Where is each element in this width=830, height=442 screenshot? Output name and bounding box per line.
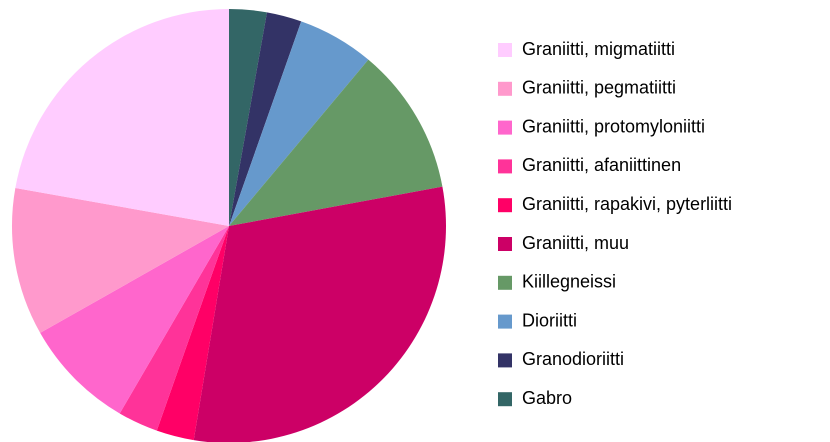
pie-slice — [11, 188, 229, 333]
pie-slice — [229, 59, 443, 226]
pie-slice — [229, 21, 369, 227]
legend-label: Granodioriitti — [522, 349, 624, 369]
pie-slice — [119, 226, 229, 431]
legend-swatch — [498, 81, 512, 96]
pie-slice — [15, 9, 230, 226]
legend-swatch — [498, 275, 512, 290]
legend-swatch — [498, 353, 512, 368]
legend-label: Kiillegneissi — [522, 272, 616, 292]
pie-slice — [40, 226, 230, 414]
pie-slice — [229, 9, 267, 226]
legend-label: Gabro — [522, 388, 572, 408]
legend-label: Graniitti, muu — [522, 233, 629, 253]
legend-swatch — [498, 120, 512, 135]
legend-label: Graniitti, protomyloniitti — [522, 116, 705, 136]
legend-label: Graniitti, migmatiitti — [522, 39, 675, 59]
legend-swatch — [498, 159, 512, 174]
legend-label: Graniitti, rapakivi, pyterliitti — [522, 194, 732, 214]
legend-label: Graniitti, afaniittinen — [522, 155, 681, 175]
legend-swatch — [498, 392, 512, 407]
legend-label: Dioriitti — [522, 310, 577, 330]
legend-swatch — [498, 43, 512, 57]
legend-swatch — [498, 198, 512, 213]
legend-swatch — [498, 314, 512, 329]
pie-slice — [193, 186, 446, 442]
legend-label: Graniitti, pegmatiitti — [522, 78, 676, 98]
pie-slice — [156, 226, 229, 441]
pie-slice — [229, 12, 302, 227]
legend-swatch — [498, 237, 512, 251]
